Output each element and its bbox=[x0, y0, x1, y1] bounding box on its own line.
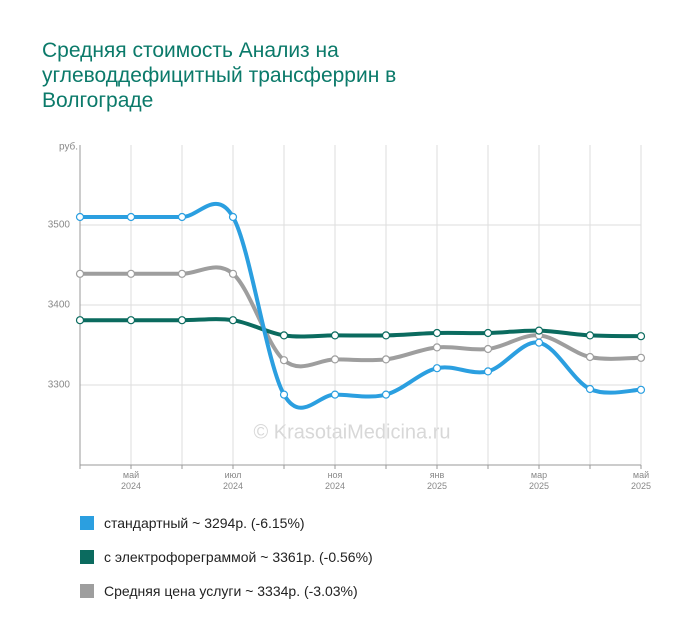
series-line bbox=[79, 317, 642, 339]
point bbox=[228, 212, 238, 222]
point bbox=[279, 356, 289, 365]
point bbox=[636, 332, 646, 341]
point bbox=[228, 316, 238, 325]
point bbox=[177, 316, 187, 325]
x-tick-label: июл 2024 bbox=[222, 470, 244, 491]
legend-swatch bbox=[80, 516, 94, 530]
point bbox=[75, 316, 85, 325]
point bbox=[483, 328, 493, 338]
legend-swatch bbox=[80, 550, 94, 564]
x-tick-label: май 2024 bbox=[120, 470, 142, 491]
legend-item: с электрофореграммой ~ 3361р. (-0.56%) bbox=[80, 549, 373, 565]
point bbox=[279, 331, 289, 340]
legend-label: Средняя цена услуги ~ 3334р. (-3.03%) bbox=[104, 583, 358, 599]
legend-item: Средняя цена услуги ~ 3334р. (-3.03%) bbox=[80, 583, 358, 599]
point bbox=[585, 352, 595, 362]
point bbox=[381, 390, 391, 399]
y-tick-label: 3300 bbox=[48, 380, 71, 391]
point bbox=[381, 355, 391, 364]
point bbox=[432, 364, 442, 373]
point bbox=[636, 385, 646, 394]
point bbox=[126, 316, 136, 325]
point bbox=[330, 390, 340, 399]
point bbox=[432, 343, 442, 352]
point bbox=[381, 331, 391, 340]
point bbox=[126, 212, 136, 222]
y-unit: руб. bbox=[59, 141, 78, 153]
x-tick-label: мар 2025 bbox=[528, 470, 550, 491]
point bbox=[534, 326, 544, 335]
x-tick-label: янв 2025 bbox=[426, 470, 448, 491]
legend-label: с электрофореграммой ~ 3361р. (-0.56%) bbox=[104, 549, 373, 565]
legend-swatch bbox=[80, 584, 94, 598]
series-line bbox=[80, 265, 642, 369]
point bbox=[279, 390, 289, 399]
point bbox=[432, 328, 442, 338]
point bbox=[483, 344, 493, 354]
y-tick-label: 3400 bbox=[48, 300, 71, 311]
point bbox=[330, 355, 340, 364]
point bbox=[228, 269, 238, 278]
point bbox=[75, 269, 85, 278]
point bbox=[534, 338, 544, 347]
legend-item: стандартный ~ 3294р. (-6.15%) bbox=[80, 515, 305, 531]
point bbox=[585, 331, 595, 340]
point bbox=[585, 384, 595, 394]
series-line bbox=[80, 201, 642, 410]
point bbox=[126, 269, 136, 278]
y-tick-label: 3500 bbox=[48, 220, 71, 231]
point bbox=[330, 331, 340, 340]
point bbox=[177, 212, 187, 222]
point bbox=[177, 269, 187, 278]
watermark: © KrasotaiMedicina.ru bbox=[253, 421, 450, 443]
chart-title: Средняя стоимость Анализ на углеводдефиц… bbox=[42, 39, 397, 112]
point bbox=[75, 212, 85, 222]
x-tick-label: май 2025 bbox=[630, 470, 652, 491]
point bbox=[483, 367, 493, 376]
legend-label: стандартный ~ 3294р. (-6.15%) bbox=[104, 515, 305, 531]
point bbox=[636, 353, 646, 362]
x-tick-label: ноя 2024 bbox=[324, 470, 346, 491]
